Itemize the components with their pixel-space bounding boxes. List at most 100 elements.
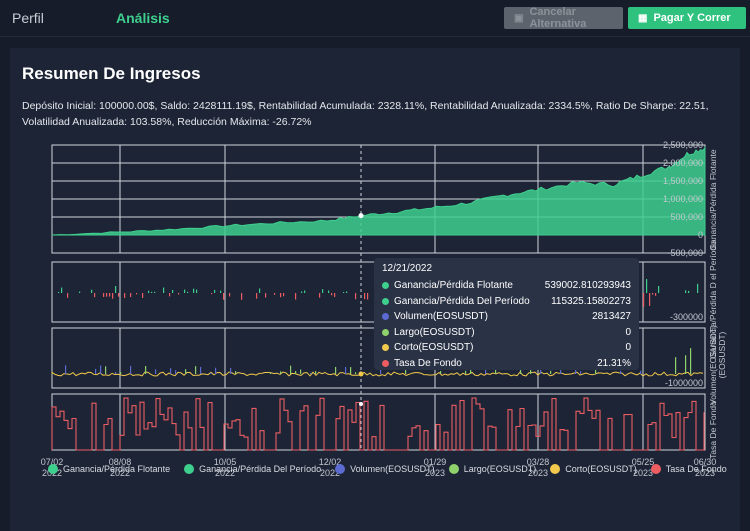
volume-bar	[175, 370, 177, 374]
volume-bar	[115, 371, 117, 374]
period-pnl-bar	[274, 293, 276, 295]
axis-title-floating: Ganancia/Pérdida Flotante	[708, 149, 718, 250]
x-tick-year: 2023	[528, 468, 548, 478]
volume-bar	[335, 366, 337, 374]
volume-bar	[95, 368, 97, 374]
period-pnl-bar	[136, 293, 138, 295]
legend-label: Ganancia/Pérdida Flotante	[63, 464, 171, 474]
volume-bar	[640, 370, 642, 374]
period-pnl-bar	[322, 289, 324, 293]
y-tick-label: 2,500,000	[663, 140, 703, 150]
tooltip-row: Volumen(EOSUSDT) 2813427	[382, 309, 631, 325]
volume-bar	[350, 367, 352, 374]
y-tick-label: 0	[698, 230, 703, 240]
volume-bar	[520, 367, 522, 374]
legend-item[interactable]: Volumen(EOSUSDT)	[335, 464, 435, 474]
top-bar: Perfil Análisis ▣ Cancelar Alternativa ▦…	[0, 0, 750, 37]
volume-bar	[300, 369, 302, 374]
period-pnl-bar	[229, 293, 231, 297]
period-pnl-bar	[241, 293, 243, 300]
legend-item[interactable]: Ganancia/Pérdida Flotante	[48, 464, 170, 474]
volume-bar	[470, 368, 472, 374]
x-tick-label: 08/08	[109, 457, 132, 467]
period-pnl-bar	[118, 293, 120, 297]
x-tick-year: 2022	[215, 468, 235, 478]
period-pnl-bar	[259, 288, 261, 293]
period-pnl-bar	[256, 293, 258, 299]
period-pnl-bar	[295, 293, 297, 300]
x-tick-label: 03/28	[527, 457, 550, 467]
period-pnl-bar	[196, 289, 198, 293]
period-pnl-bar	[301, 291, 303, 293]
funding-rate-line	[51, 397, 705, 451]
period-pnl-bar	[106, 293, 108, 297]
period-pnl-bar	[115, 286, 117, 293]
volume-bar	[105, 366, 107, 374]
tooltip-value: 2813427	[592, 311, 631, 323]
period-pnl-bar	[103, 293, 105, 297]
volume-bar	[310, 372, 312, 374]
axis-title-period: Ganancia/Pérdida D el Período	[708, 241, 718, 359]
series-dot-icon	[382, 328, 389, 336]
y-tick-label: 1,000,000	[663, 194, 703, 204]
period-pnl-bar	[646, 279, 648, 293]
legend-item[interactable]: Corto(EOSUSDT)	[550, 464, 637, 474]
series-dot-icon	[382, 297, 389, 305]
cancel-alternative-button[interactable]: ▣ Cancelar Alternativa	[504, 6, 623, 30]
volume-bar	[290, 365, 292, 374]
series-dot-icon	[382, 359, 389, 367]
tooltip-label: Largo(EOSUSDT)	[394, 326, 475, 338]
legend-item[interactable]: Tasa De Fondo	[650, 464, 727, 474]
period-pnl-bar	[61, 287, 63, 293]
period-pnl-bar	[211, 293, 213, 295]
period-pnl-bar	[91, 289, 93, 293]
period-pnl-bar	[655, 293, 657, 296]
y-tick-label-volume: -1000000	[665, 378, 703, 388]
tooltip-row: Corto(EOSUSDT) 0	[382, 340, 631, 356]
period-pnl-bar	[331, 293, 333, 296]
period-pnl-bar	[265, 293, 267, 298]
period-pnl-bar	[130, 293, 132, 298]
panel-frame-4	[51, 393, 706, 451]
y-tick-label-period: -300000	[670, 312, 703, 322]
tab-profile[interactable]: Perfil	[12, 10, 44, 26]
equity-area	[51, 146, 706, 236]
period-pnl-bar	[649, 293, 651, 306]
volume-bar	[690, 348, 692, 374]
tab-analysis[interactable]: Análisis	[116, 10, 170, 26]
legend-dot-icon	[48, 464, 58, 474]
period-pnl-bar	[355, 293, 357, 300]
period-pnl-bar	[697, 283, 699, 293]
legend-item[interactable]: Ganancia/Pérdida Del Período	[184, 464, 321, 474]
period-pnl-bar	[343, 291, 345, 293]
period-pnl-bar	[658, 285, 660, 293]
pay-and-run-button[interactable]: ▦ Pagar Y Correr	[628, 7, 746, 29]
period-pnl-bar	[367, 293, 369, 300]
period-pnl-bar	[214, 289, 216, 293]
x-tick-year: 2023	[633, 468, 653, 478]
calculator-icon: ▦	[638, 12, 648, 24]
legend-dot-icon	[448, 464, 459, 474]
x-tick-year: 2022	[320, 468, 340, 478]
tooltip-label: Ganancia/Pérdida Flotante	[394, 280, 513, 292]
period-pnl-bar	[334, 293, 336, 297]
volume-bar	[65, 365, 67, 374]
tooltip-label: Ganancia/Pérdida Del Período	[394, 295, 530, 307]
legend-item[interactable]: Largo(EOSUSDT)	[448, 464, 536, 474]
period-pnl-bar	[364, 293, 366, 300]
y-tick-label: 1,500,000	[663, 176, 703, 186]
tooltip-value: 21.31%	[597, 357, 631, 369]
tooltip-value: 539002.810293943	[544, 280, 631, 292]
tooltip-row: Tasa De Fondo 21.31%	[382, 356, 631, 372]
stop-icon: ▣	[514, 12, 524, 24]
period-pnl-bar	[109, 293, 111, 297]
summary-stats: Depósito Inicial: 100000.00$, Saldo: 242…	[22, 98, 722, 130]
volume-bar	[620, 370, 622, 374]
period-pnl-bar	[304, 290, 306, 293]
volume-bar	[120, 372, 122, 374]
period-pnl-bar	[154, 291, 156, 293]
pay-and-run-label: Pagar Y Correr	[653, 12, 731, 24]
period-pnl-bar	[112, 293, 114, 299]
x-tick-year: 2023	[425, 468, 445, 478]
